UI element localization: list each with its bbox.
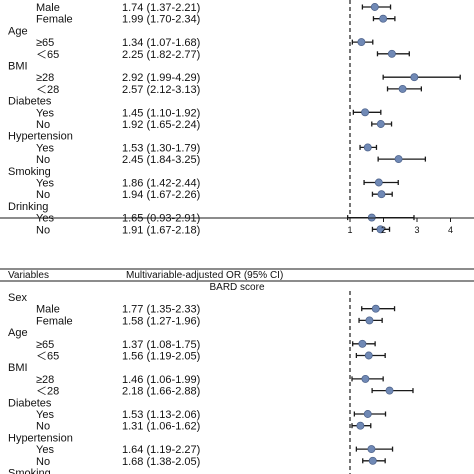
top-ci-text: 1.45 (1.10-1.92) xyxy=(122,107,200,119)
bottom-point-estimate xyxy=(358,339,367,348)
bottom-row-label: No xyxy=(36,456,50,468)
bottom-group-label: Hypertension xyxy=(8,432,73,444)
top-ci-text: 2.57 (2.12-3.13) xyxy=(122,84,200,96)
bottom-group-label: Sex xyxy=(8,292,27,304)
bottom-group-label: Diabetes xyxy=(8,397,52,409)
top-point-estimate xyxy=(376,120,385,128)
bottom-point-estimate xyxy=(361,374,370,383)
top-ci-text: 1.74 (1.37-2.21) xyxy=(122,2,200,14)
top-row-label: Yes xyxy=(36,213,54,225)
bottom-ci-text: 1.31 (1.06-1.62) xyxy=(122,421,200,433)
top-point-estimate xyxy=(370,3,379,11)
bottom-point-estimate xyxy=(365,316,374,325)
header-estimate: Multivariable-adjusted OR (95% CI) xyxy=(126,270,283,281)
top-point-estimate xyxy=(394,155,403,164)
top-ci-text: 1.34 (1.07-1.68) xyxy=(122,37,200,49)
bottom-point-estimate xyxy=(367,445,376,454)
top-group-label: BMI xyxy=(8,61,28,73)
top-row-label: No xyxy=(36,154,50,166)
bottom-group-label: BMI xyxy=(8,362,28,374)
top-point-estimate xyxy=(376,225,385,234)
bottom-point-estimate xyxy=(356,421,365,430)
top-row-label: ≥28 xyxy=(36,72,54,84)
top-row-label: Male xyxy=(36,2,60,14)
bottom-row-label: ≥65 xyxy=(36,339,54,351)
bottom-row-label: Male xyxy=(36,304,60,316)
bottom-ci-text: 1.37 (1.08-1.75) xyxy=(122,339,200,351)
top-group-label: Hypertension xyxy=(8,131,73,143)
bottom-ci-text: 2.18 (1.66-2.88) xyxy=(122,386,200,398)
top-row-label: Female xyxy=(36,14,73,26)
top-point-estimate xyxy=(379,14,388,23)
top-point-estimate xyxy=(357,38,366,47)
bottom-group-label: Age xyxy=(8,327,28,339)
top-point-estimate xyxy=(363,143,372,152)
bottom-row-label: ＜65 xyxy=(36,351,59,363)
top-row-label: No xyxy=(36,119,50,131)
top-ci-text: 1.91 (1.67-2.18) xyxy=(122,224,200,236)
top-ci-text: 2.25 (1.82-2.77) xyxy=(122,49,200,61)
top-point-estimate xyxy=(374,178,383,187)
bottom-point-estimate xyxy=(368,456,377,465)
top-row-label: Yes xyxy=(36,107,54,119)
top-ci-text: 1.92 (1.65-2.24) xyxy=(122,119,200,131)
top-group-label: Drinking xyxy=(8,201,48,213)
top-point-estimate xyxy=(377,190,386,199)
top-ci-text: 1.99 (1.70-2.34) xyxy=(122,14,200,26)
header-variables: Variables xyxy=(8,270,49,281)
bottom-row-label: ≥28 xyxy=(36,374,54,386)
bottom-row-label: ＜28 xyxy=(36,386,59,398)
top-row-label: No xyxy=(36,189,50,201)
top-group-label: Smoking xyxy=(8,166,51,178)
top-ci-text: 2.92 (1.99-4.29) xyxy=(122,72,200,84)
top-ci-text: 1.65 (0.93-2.91) xyxy=(122,213,200,225)
top-row-label: Yes xyxy=(36,142,54,154)
top-row-label: Yes xyxy=(36,178,54,190)
top-x-tick-label: 3 xyxy=(414,225,419,235)
top-group-label: Age xyxy=(8,25,28,37)
top-point-estimate xyxy=(398,84,407,93)
top-x-tick-label: 2 xyxy=(381,225,386,235)
bottom-ci-text: 1.46 (1.06-1.99) xyxy=(122,374,200,386)
subgroup-score-title: BARD score xyxy=(209,282,264,293)
bottom-group-label: Smoking xyxy=(8,468,51,474)
top-row-label: No xyxy=(36,224,50,236)
top-x-tick-label: 1 xyxy=(347,225,352,235)
bottom-ci-text: 1.77 (1.35-2.33) xyxy=(122,304,200,316)
bottom-ci-text: 1.53 (1.13-2.06) xyxy=(122,409,200,421)
bottom-row-label: Yes xyxy=(36,444,54,456)
top-point-estimate xyxy=(387,49,396,58)
top-ci-text: 2.45 (1.84-3.25) xyxy=(122,154,200,166)
bottom-row-label: Yes xyxy=(36,409,54,421)
bottom-ci-text: 1.56 (1.19-2.05) xyxy=(122,351,200,363)
bottom-ci-text: 1.58 (1.27-1.96) xyxy=(122,315,200,327)
top-ci-text: 1.94 (1.67-2.26) xyxy=(122,189,200,201)
bottom-row-label: No xyxy=(36,421,50,433)
top-row-label: ＜65 xyxy=(36,49,59,61)
bottom-row-label: Female xyxy=(36,315,73,327)
top-x-tick-label: 4 xyxy=(448,225,453,235)
top-row-label: ＜28 xyxy=(36,84,59,96)
top-row-label: ≥65 xyxy=(36,37,54,49)
top-point-estimate xyxy=(410,73,419,82)
bottom-point-estimate xyxy=(364,351,373,360)
bottom-ci-text: 1.68 (1.38-2.05) xyxy=(122,456,200,468)
top-point-estimate xyxy=(361,108,370,117)
top-group-label: Diabetes xyxy=(8,96,52,108)
top-ci-text: 1.53 (1.30-1.79) xyxy=(122,142,200,154)
top-ci-text: 1.86 (1.42-2.44) xyxy=(122,178,200,190)
bottom-point-estimate xyxy=(363,410,372,418)
bottom-point-estimate xyxy=(385,386,394,395)
bottom-ci-text: 1.64 (1.19-2.27) xyxy=(122,444,200,456)
bottom-point-estimate xyxy=(371,304,380,313)
